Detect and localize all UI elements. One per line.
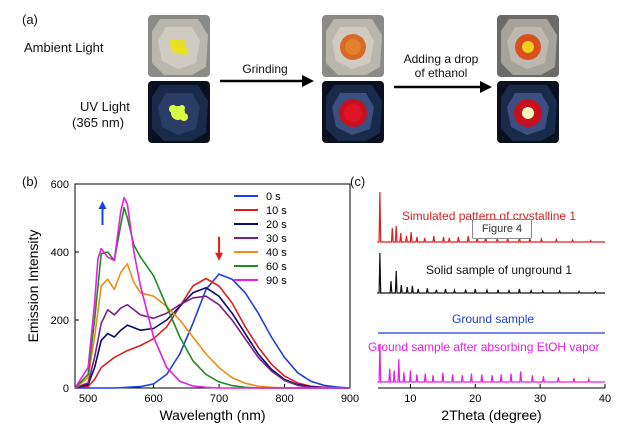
pattern-label: Solid sample of unground 1	[426, 263, 572, 277]
pxrd-chart: 10 20 30 40 2Theta (degree) Simulated pattern…	[368, 191, 611, 423]
photo-ambient-ground	[322, 15, 384, 77]
pattern-line	[377, 191, 605, 243]
ethanol-arrow	[394, 81, 492, 93]
x-tick-label: 30	[534, 393, 546, 405]
ambient-light-label: Ambient Light	[24, 40, 104, 55]
legend-entry: 0 s	[266, 191, 281, 203]
emission-chart: 500 600 700 800 900 0 200 400 600 Wavelength (nm)…	[25, 179, 359, 423]
grinding-label: Grinding	[242, 62, 288, 76]
legend-entry: 40 s	[266, 247, 287, 259]
x-tick-label: 500	[79, 393, 97, 405]
pattern-label: Ground sample	[452, 312, 534, 326]
series-line	[74, 277, 350, 389]
legend-entry: 60 s	[266, 261, 287, 273]
series-line	[75, 273, 351, 389]
pattern-label: Ground sample after absorbing EtOH vapor	[368, 340, 599, 354]
panel-c-label: (c)	[350, 174, 366, 189]
series-line	[74, 295, 351, 389]
photo-ambient-initial	[148, 15, 210, 77]
pattern-line	[377, 252, 605, 294]
decrease-arrow-head	[215, 252, 224, 261]
photo-uv-ethanol	[497, 81, 559, 143]
grinding-arrow	[220, 75, 314, 87]
legend-entry: 20 s	[266, 219, 287, 231]
y-tick-label: 200	[51, 315, 69, 327]
x-tick-label: 600	[144, 393, 162, 405]
legend-entry: 30 s	[266, 233, 287, 245]
photo-uv-initial	[148, 81, 210, 143]
photo-ambient-ethanol	[497, 15, 559, 77]
uv-light-label: UV Light	[80, 99, 130, 114]
x-tick-label: 20	[469, 393, 481, 405]
pattern-line	[377, 343, 605, 383]
ethanol-label-line2: of ethanol	[414, 66, 468, 80]
pattern-label: Simulated pattern of crystalline 1	[402, 209, 576, 223]
y-tick-label: 0	[63, 383, 69, 395]
photo-uv-ground	[322, 81, 384, 143]
x-axis-label: Wavelength (nm)	[159, 407, 265, 423]
legend-entry: 90 s	[266, 275, 287, 287]
panel-a-label: (a)	[22, 12, 38, 27]
y-axis-label: Emission Intensity	[25, 230, 41, 343]
x-tick-label: 900	[341, 393, 359, 405]
x-axis-label: 2Theta (degree)	[441, 407, 541, 423]
ethanol-label-line1: Adding a drop	[403, 52, 479, 66]
x-tick-label: 40	[599, 393, 611, 405]
increase-arrow-head	[98, 201, 107, 209]
x-tick-label: 700	[210, 393, 228, 405]
panel-b-label: (b)	[22, 174, 38, 189]
series-line	[74, 286, 351, 389]
y-tick-label: 400	[51, 247, 69, 259]
uv-wavelength-label: (365 nm)	[72, 115, 125, 130]
legend-entry: 10 s	[266, 205, 287, 217]
x-tick-label: 800	[275, 393, 293, 405]
x-tick-label: 10	[404, 393, 416, 405]
y-tick-label: 600	[51, 179, 69, 191]
series-line	[74, 196, 350, 389]
figure-tooltip: Figure 4	[472, 219, 532, 239]
